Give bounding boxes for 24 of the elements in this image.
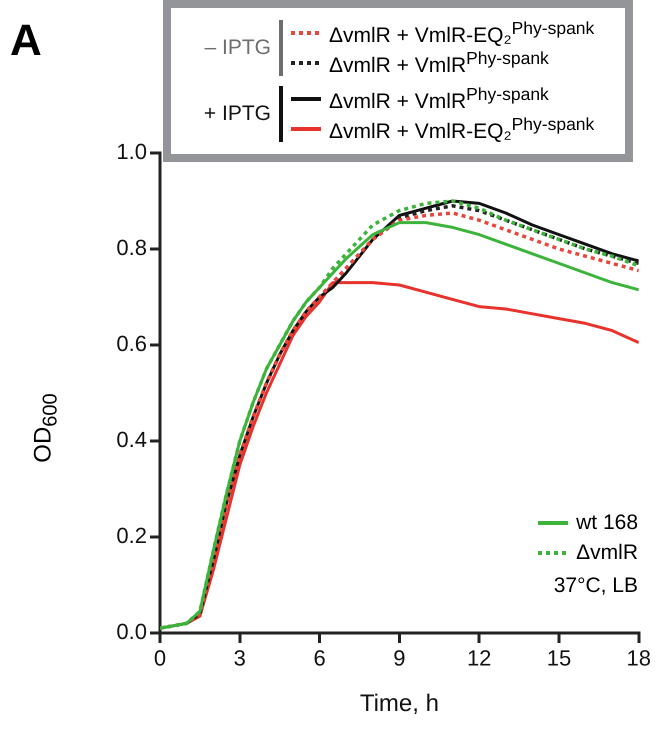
text: + IPTG (202, 102, 272, 126)
x-tick-label: 15 (546, 645, 572, 670)
x-axis-title: Time, h (360, 690, 439, 718)
text: A (10, 16, 42, 66)
x-tick-label: 12 (466, 645, 492, 670)
x-tick-label: 6 (313, 645, 326, 670)
y-tick-label: 0.8 (116, 235, 147, 260)
x-tick-label: 0 (154, 645, 166, 670)
text: – IPTG (203, 36, 272, 60)
y-tick-label: 0.2 (116, 523, 147, 548)
y-tick-label: 1.0 (116, 139, 147, 164)
y-tick-label: 0.6 (116, 331, 147, 356)
legend-label: ΔvmlR + VmlR$^{Phy-spank}$ (329, 48, 549, 78)
x-tick-label: 9 (393, 645, 406, 670)
y-tick-label: 0.0 (116, 619, 147, 644)
annotation: 37°C, LB (552, 574, 638, 598)
y-tick-label: 0.4 (116, 427, 147, 452)
x-tick-label: 3 (234, 645, 246, 670)
legend-label: ΔvmlR + VmlR-EQ₂$^{Phy-spank}$ (329, 18, 594, 48)
legend-label: ΔvmlR (576, 541, 638, 565)
legend-label: ΔvmlR + VmlR-EQ₂$^{Phy-spank}$ (329, 114, 594, 144)
legend-label: wt 168 (576, 511, 638, 535)
x-tick-label: 18 (626, 645, 652, 670)
legend-label: ΔvmlR + VmlR$^{Phy-spank}$ (329, 84, 549, 114)
